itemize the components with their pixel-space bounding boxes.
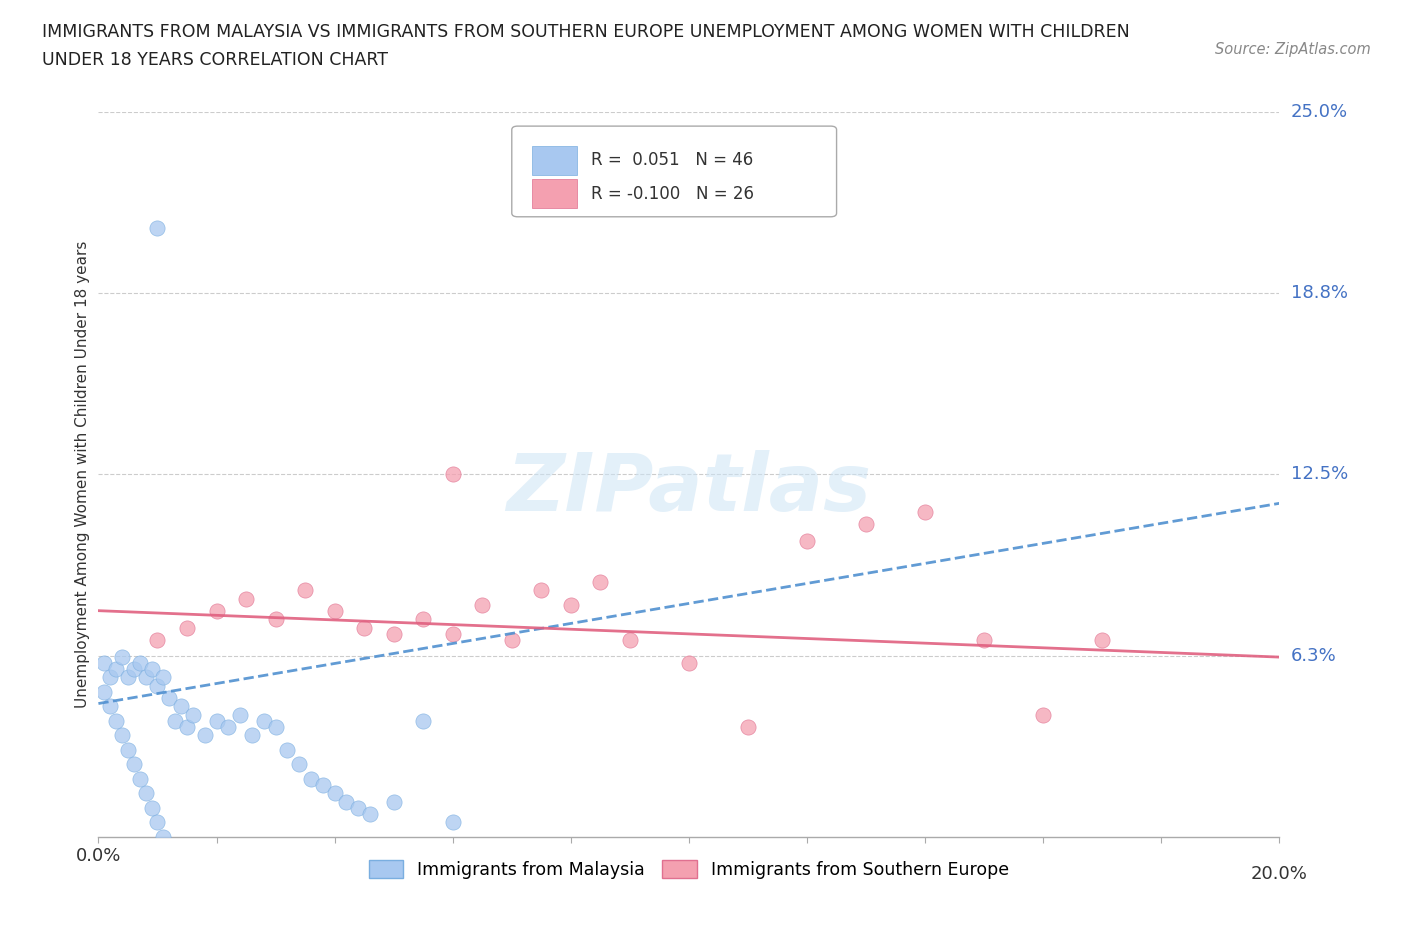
Point xyxy=(170,699,193,714)
Point xyxy=(122,757,145,772)
Point xyxy=(117,670,139,684)
Point xyxy=(335,795,357,810)
Point xyxy=(205,713,228,728)
Point xyxy=(176,719,198,734)
Point xyxy=(737,719,759,734)
Point xyxy=(176,620,198,635)
Bar xyxy=(531,179,576,208)
Point xyxy=(359,806,381,821)
Point xyxy=(264,612,287,627)
Point xyxy=(181,708,204,723)
Point xyxy=(530,583,553,598)
Text: 20.0%: 20.0% xyxy=(1251,865,1308,883)
Point xyxy=(135,670,157,684)
Point xyxy=(111,728,134,743)
Point xyxy=(240,728,263,743)
Point xyxy=(796,534,818,549)
Point xyxy=(441,815,464,830)
Text: UNDER 18 YEARS CORRELATION CHART: UNDER 18 YEARS CORRELATION CHART xyxy=(42,51,388,69)
Point xyxy=(347,801,370,816)
Point xyxy=(441,627,464,642)
Point xyxy=(678,656,700,671)
Point xyxy=(471,597,494,612)
Point xyxy=(141,661,163,676)
Text: R = -0.100   N = 26: R = -0.100 N = 26 xyxy=(591,184,754,203)
Point xyxy=(105,713,128,728)
Bar xyxy=(531,146,576,175)
Legend: Immigrants from Malaysia, Immigrants from Southern Europe: Immigrants from Malaysia, Immigrants fro… xyxy=(368,860,1010,879)
Point xyxy=(501,632,523,647)
Point xyxy=(441,467,464,482)
Point xyxy=(217,719,239,734)
Y-axis label: Unemployment Among Women with Children Under 18 years: Unemployment Among Women with Children U… xyxy=(75,241,90,708)
Point xyxy=(299,772,322,787)
Text: Source: ZipAtlas.com: Source: ZipAtlas.com xyxy=(1215,42,1371,57)
Point xyxy=(205,604,228,618)
Text: ZIPatlas: ZIPatlas xyxy=(506,450,872,528)
Text: 25.0%: 25.0% xyxy=(1291,102,1348,121)
Point xyxy=(312,777,335,792)
Point xyxy=(122,661,145,676)
Point xyxy=(146,815,169,830)
Point xyxy=(353,620,375,635)
Point xyxy=(294,583,316,598)
Point xyxy=(323,604,346,618)
Point xyxy=(1032,708,1054,723)
Text: IMMIGRANTS FROM MALAYSIA VS IMMIGRANTS FROM SOUTHERN EUROPE UNEMPLOYMENT AMONG W: IMMIGRANTS FROM MALAYSIA VS IMMIGRANTS F… xyxy=(42,23,1130,41)
Point xyxy=(619,632,641,647)
Text: 18.8%: 18.8% xyxy=(1291,284,1347,302)
Point xyxy=(146,220,169,235)
Point xyxy=(1091,632,1114,647)
Point xyxy=(323,786,346,801)
FancyBboxPatch shape xyxy=(512,126,837,217)
Point xyxy=(111,650,134,665)
Point xyxy=(98,670,121,684)
Text: 6.3%: 6.3% xyxy=(1291,646,1336,665)
Point xyxy=(146,632,169,647)
Point xyxy=(194,728,217,743)
Point xyxy=(117,742,139,757)
Point xyxy=(152,670,174,684)
Point xyxy=(382,795,405,810)
Point xyxy=(93,684,115,699)
Point xyxy=(135,786,157,801)
Point xyxy=(141,801,163,816)
Point xyxy=(157,690,180,705)
Point xyxy=(152,830,174,844)
Point xyxy=(128,656,150,671)
Point xyxy=(146,679,169,694)
Point xyxy=(165,713,187,728)
Point xyxy=(276,742,298,757)
Point xyxy=(973,632,995,647)
Point xyxy=(855,516,877,531)
Point xyxy=(229,708,252,723)
Point xyxy=(560,597,582,612)
Point xyxy=(412,612,434,627)
Point xyxy=(589,574,612,589)
Point xyxy=(93,656,115,671)
Point xyxy=(105,661,128,676)
Point xyxy=(128,772,150,787)
Point xyxy=(382,627,405,642)
Point xyxy=(288,757,311,772)
Point xyxy=(412,713,434,728)
Text: R =  0.051   N = 46: R = 0.051 N = 46 xyxy=(591,152,754,169)
Text: 12.5%: 12.5% xyxy=(1291,465,1348,484)
Point xyxy=(235,591,257,606)
Point xyxy=(253,713,276,728)
Point xyxy=(914,505,936,520)
Point xyxy=(98,699,121,714)
Point xyxy=(264,719,287,734)
